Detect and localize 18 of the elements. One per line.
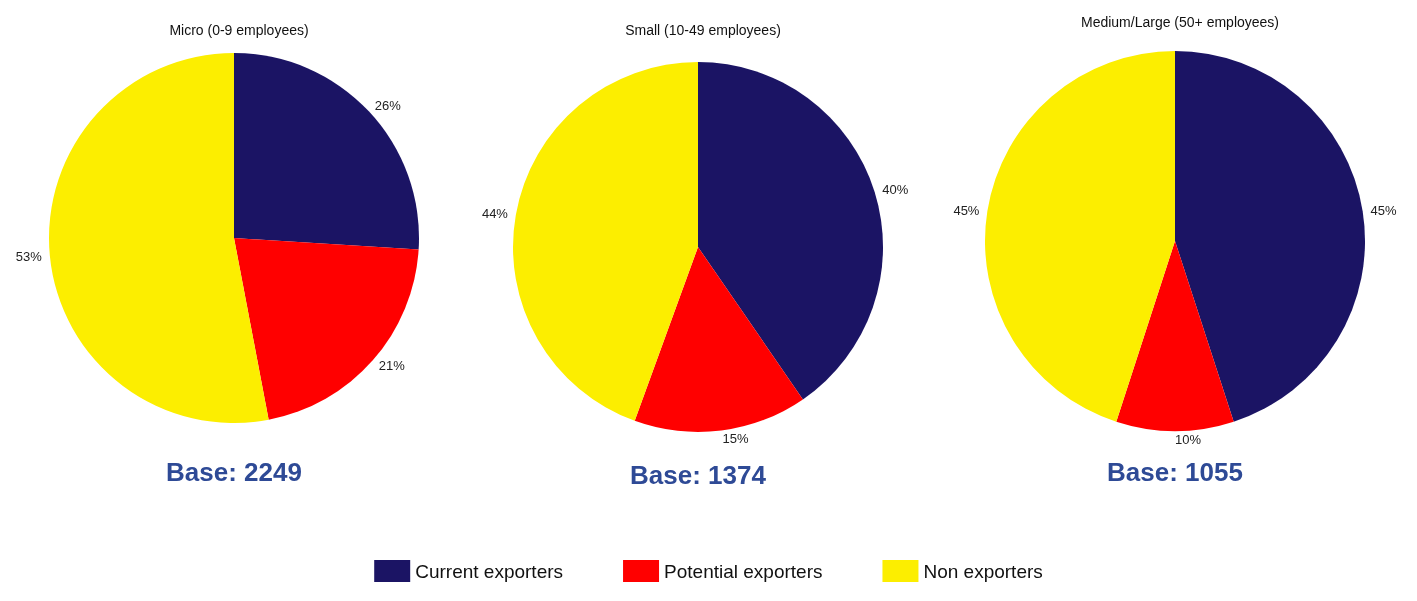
data-label: 45% [1370, 202, 1398, 218]
data-label: 40% [882, 182, 909, 198]
data-label: 26% [374, 98, 402, 114]
chart-title: Small (10-49 employees) [625, 22, 781, 38]
data-label: 53% [15, 248, 43, 264]
data-label: 15% [722, 430, 749, 446]
data-label: 45% [953, 202, 980, 218]
chart-title: Micro (0-9 employees) [169, 22, 309, 38]
data-label: 44% [481, 205, 509, 221]
data-label: 10% [1175, 431, 1202, 447]
legend-label: Potential exporters [664, 560, 823, 582]
legend-label: Non exporters [923, 560, 1043, 582]
text: Base: 1374 [630, 460, 767, 490]
text: Base: 1055 [1107, 457, 1243, 487]
legend-label: Current exporters [415, 560, 564, 582]
text: Base: 2249 [166, 457, 302, 487]
data-label: 21% [378, 358, 406, 374]
chart-title: Medium/Large (50+ employees) [1080, 14, 1280, 30]
